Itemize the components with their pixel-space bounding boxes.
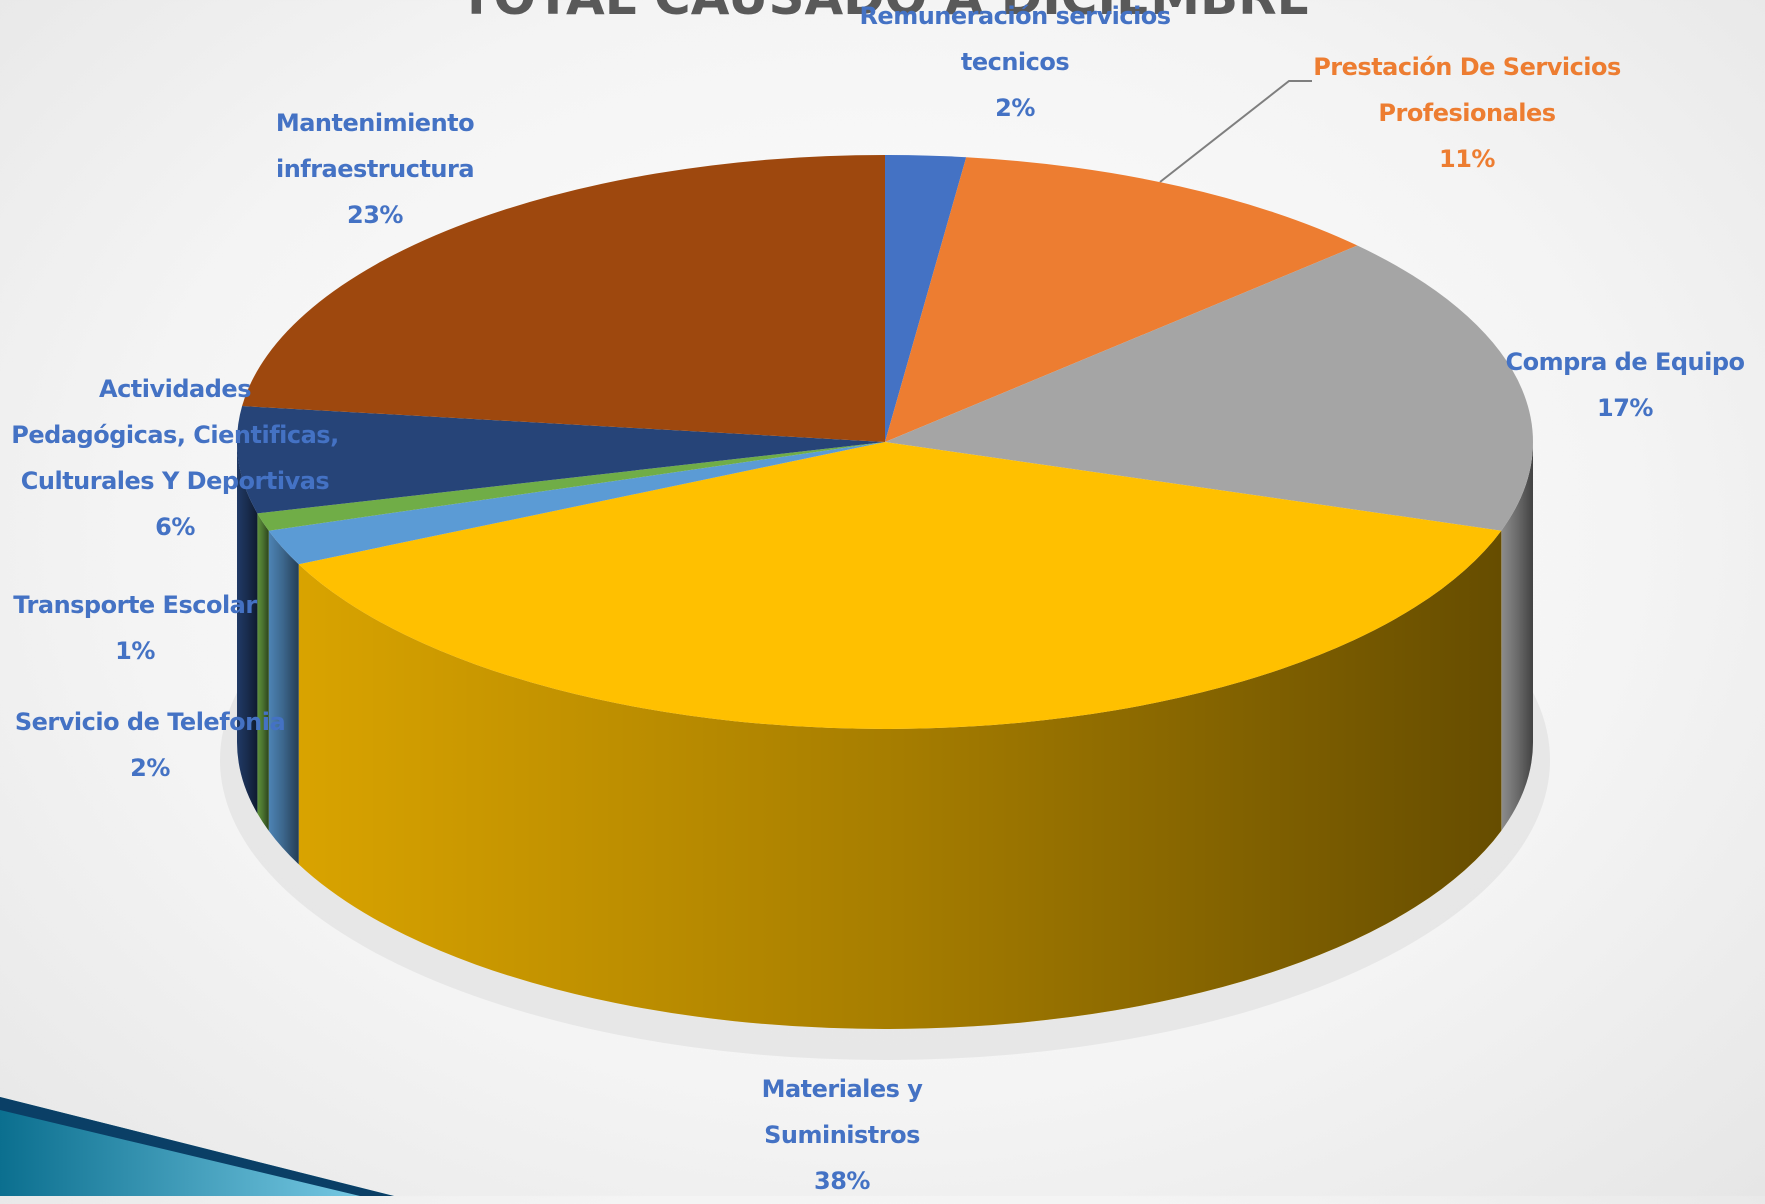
- data-label: Mantenimiento infraestructura 23%: [255, 100, 495, 238]
- slice-percent: 2%: [130, 754, 170, 782]
- sides: [237, 442, 1533, 1029]
- data-label: Materiales y Suministros 38%: [742, 1066, 942, 1204]
- data-label: Actividades Pedagógicas, Cientificas, Cu…: [10, 366, 340, 550]
- slice-percent: 38%: [814, 1167, 870, 1195]
- slice-side-shade: [257, 513, 269, 831]
- data-label: Prestación De Servicios Profesionales 11%: [1307, 44, 1627, 182]
- slice-name: Transporte Escolar: [13, 591, 257, 619]
- slice-name: Remuneración servicios tecnicos: [859, 2, 1171, 76]
- slice-side-shade: [268, 530, 299, 865]
- slice-name: Materiales y Suministros: [761, 1075, 923, 1149]
- slice: [298, 442, 1502, 729]
- slice: [885, 245, 1534, 531]
- slice-name: Prestación De Servicios Profesionales: [1313, 53, 1621, 127]
- slice-percent: 2%: [995, 94, 1035, 122]
- slice: [257, 442, 885, 531]
- slice: [885, 155, 967, 442]
- slice-side-shade: [298, 530, 1502, 1029]
- data-label: Servicio de Telefonia 2%: [5, 699, 295, 791]
- decoration-edge: [0, 1097, 394, 1196]
- data-label: Remuneración servicios tecnicos 2%: [855, 0, 1175, 131]
- slice: [885, 157, 1358, 443]
- slice-side-shade: [1501, 442, 1533, 831]
- slice-side-shade: [237, 442, 258, 814]
- slice-percent: 23%: [347, 201, 403, 229]
- data-label: Transporte Escolar 1%: [5, 582, 265, 674]
- slice-name: Mantenimiento infraestructura: [275, 109, 475, 183]
- slice: [237, 406, 886, 514]
- slice-percent: 6%: [155, 513, 195, 541]
- data-label: Compra de Equipo 17%: [1495, 339, 1755, 431]
- chart-title: TOTAL CAUSADO A DICIEMBRE: [459, 0, 1311, 26]
- leader-line: [1159, 80, 1312, 183]
- slice-percent: 11%: [1439, 145, 1495, 173]
- slice: [268, 442, 886, 565]
- slice-name: Actividades Pedagógicas, Cientificas, Cu…: [11, 375, 339, 495]
- slice-name: Servicio de Telefonia: [14, 708, 286, 736]
- slice-name: Compra de Equipo: [1505, 348, 1745, 376]
- slice-percent: 17%: [1597, 394, 1653, 422]
- slice: [242, 155, 885, 442]
- slice-percent: 1%: [115, 637, 155, 665]
